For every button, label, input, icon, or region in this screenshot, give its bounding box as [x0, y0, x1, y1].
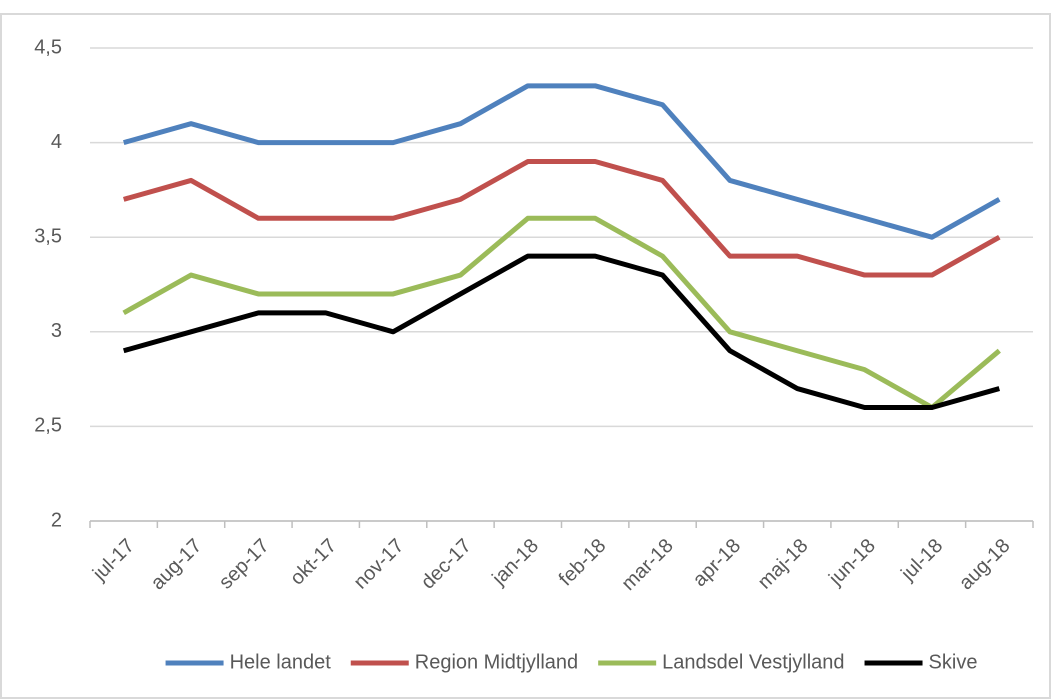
legend-label: Region Midtjylland [415, 651, 578, 673]
legend-label: Landsdel Vestjylland [662, 651, 844, 673]
y-tick-label: 3 [51, 320, 62, 342]
series-line [122, 215, 1001, 410]
chart-frame [0, 13, 1051, 699]
series-line [123, 83, 1001, 240]
legend-label: Skive [929, 651, 978, 673]
legend-label: Hele landet [230, 651, 332, 673]
y-tick-label: 2 [51, 509, 62, 531]
y-tick-label: 4 [51, 131, 62, 153]
y-tick-label: 2,5 [34, 415, 62, 437]
y-tick-label: 4,5 [34, 36, 62, 58]
series-line [123, 253, 1000, 410]
y-tick-label: 3,5 [34, 225, 62, 247]
series-line [123, 159, 1001, 278]
